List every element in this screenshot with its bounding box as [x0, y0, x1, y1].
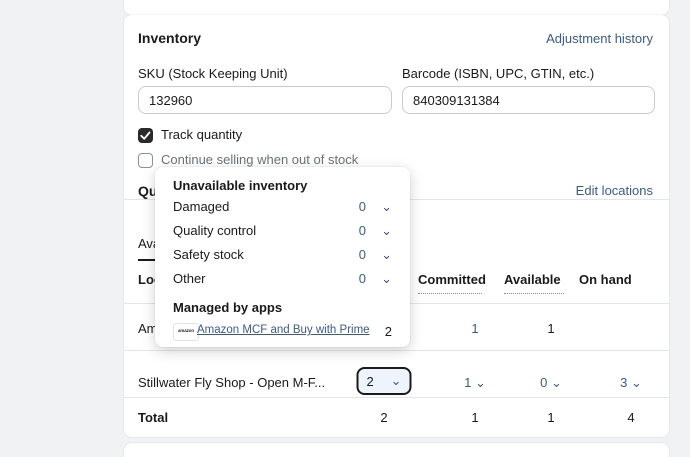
svg-text:amazon: amazon — [178, 328, 194, 333]
